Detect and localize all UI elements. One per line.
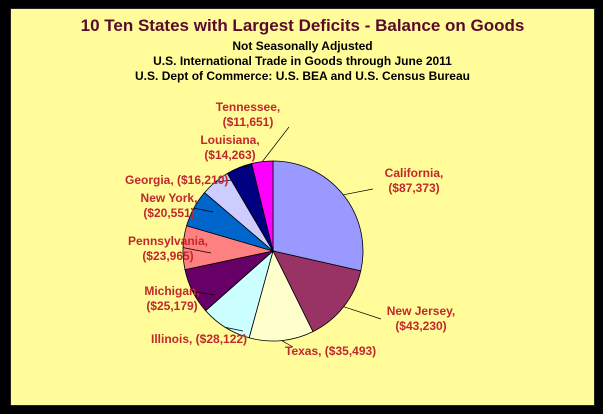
pie-slice-california (272, 160, 364, 272)
slice-label-texas: Texas, ($35,493) (285, 344, 376, 358)
leader-line (183, 247, 212, 254)
pie-slice-tennessee (251, 160, 274, 252)
leader-line (192, 291, 216, 296)
pie-slice-new-jersey (272, 250, 362, 333)
chart-area: 10 Ten States with Largest Deficits - Ba… (10, 8, 595, 406)
leader-line (262, 126, 290, 162)
slice-label-georgia: Georgia, ($16,210) (125, 173, 228, 187)
pie-slice-texas (248, 249, 314, 342)
chart-title: 10 Ten States with Largest Deficits - Ba… (80, 16, 525, 35)
leader-line (343, 306, 382, 320)
leader-line (193, 207, 214, 213)
slice-label-michigan: Michigan, ($25,179) (144, 284, 199, 313)
leader-line (281, 340, 294, 348)
slice-label-new-york: New York, ($20,551) (141, 191, 198, 220)
slice-label-illinois: Illinois, ($28,122) (151, 332, 247, 346)
slice-label-california: California, ($87,373) (385, 166, 444, 195)
chart-subtitle-3: U.S. Dept of Commerce: U.S. BEA and U.S.… (135, 69, 470, 83)
slice-label-louisiana: Louisiana, ($14,263) (200, 133, 259, 162)
leader-line (225, 327, 244, 332)
slice-label-pennsylvania: Pennsylvania, ($23,965) (128, 234, 208, 263)
pie-chart: California, ($87,373) New Jersey, ($43,230)… (125, 100, 456, 358)
slice-label-tennessee: Tennessee, ($11,651) (216, 100, 280, 129)
chart-subtitle-1: Not Seasonally Adjusted (232, 39, 373, 53)
leader-line (215, 179, 233, 183)
slice-label-new-jersey: New Jersey, ($43,230) (387, 304, 456, 333)
chart-subtitle-2: U.S. International Trade in Goods throug… (153, 54, 452, 68)
leader-line (343, 188, 374, 196)
